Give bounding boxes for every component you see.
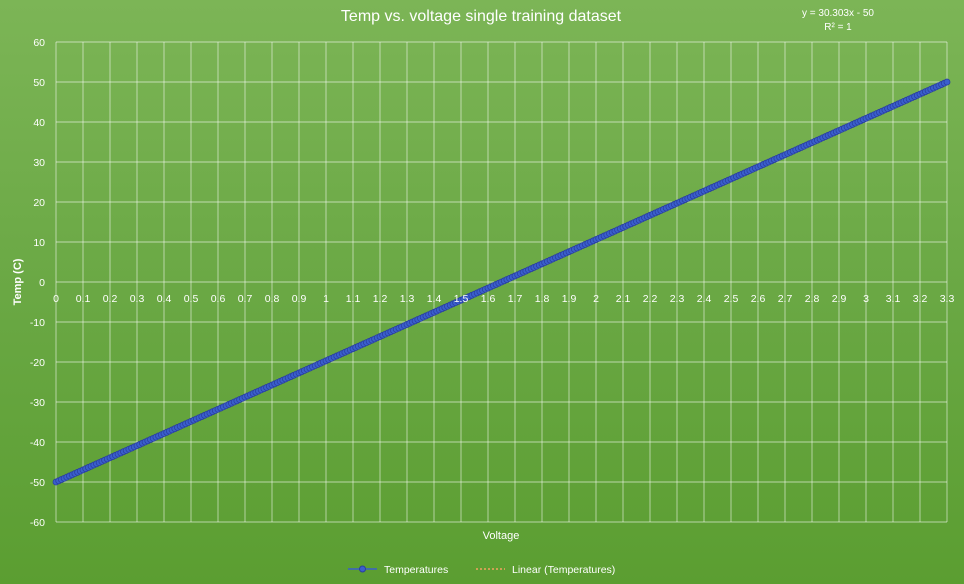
x-tick-label-26: 2.6	[751, 293, 766, 305]
legend-temperatures-marker	[359, 565, 366, 573]
x-tick-label-13: 1.3	[400, 293, 415, 305]
x-tick-label-16: 1.6	[481, 293, 496, 305]
x-tick-label-9: 0.9	[292, 293, 307, 305]
x-tick-label-7: 0.7	[238, 293, 253, 305]
x-tick-label-20: 2	[593, 293, 599, 305]
x-tick-label-27: 2.7	[778, 293, 793, 305]
x-axis-label: Voltage	[483, 530, 520, 542]
x-tick-label-24: 2.4	[697, 293, 712, 305]
legend-temperatures-label: Temperatures	[384, 564, 448, 576]
x-tick-label-3: 0.3	[130, 293, 145, 305]
legend: Temperatures Linear (Temperatures)	[348, 564, 615, 576]
x-tick-label-14: 1.4	[427, 293, 442, 305]
legend-linear-label: Linear (Temperatures)	[512, 564, 615, 576]
x-tick-label-23: 2.3	[670, 293, 685, 305]
y-tick-label-0: 60	[33, 37, 45, 49]
chart-title: Temp vs. voltage single training dataset	[341, 8, 622, 25]
data-point-330	[943, 78, 951, 86]
y-tick-label-2: 40	[33, 117, 45, 129]
y-tick-label-12: -60	[30, 517, 45, 529]
x-tick-label-21: 2.1	[616, 293, 631, 305]
x-tick-label-0: 0	[53, 293, 59, 305]
x-tick-label-32: 3.2	[913, 293, 928, 305]
x-tick-label-10: 1	[323, 293, 329, 305]
x-tick-label-28: 2.8	[805, 293, 820, 305]
x-tick-label-2: 0.2	[103, 293, 118, 305]
x-tick-label-11: 1.1	[346, 293, 361, 305]
x-tick-label-25: 2.5	[724, 293, 739, 305]
x-tick-label-5: 0.5	[184, 293, 199, 305]
y-tick-labels: 60 50 40 30 20 10 0 -10 -20 -30 -40 -50 -60	[30, 37, 45, 529]
x-tick-label-29: 2.9	[832, 293, 847, 305]
x-tick-label-22: 2.2	[643, 293, 658, 305]
y-tick-label-4: 20	[33, 197, 45, 209]
y-tick-label-1: 50	[33, 77, 45, 89]
x-tick-label-30: 3	[863, 293, 869, 305]
series-group	[52, 78, 951, 486]
trendline-r-squared: R² = 1	[824, 22, 852, 33]
x-tick-label-17: 1.7	[508, 293, 523, 305]
y-tick-label-6: 0	[39, 277, 45, 289]
x-tick-label-33: 3.3	[940, 293, 955, 305]
x-tick-labels: 0 0.1 0.2 0.3 0.4 0.5 0.6 0.7 0.8 0.9 1 1.1 1.2 1.3 1.…	[53, 293, 954, 305]
x-tick-label-12: 1.2	[373, 293, 388, 305]
x-tick-label-1: 0.1	[76, 293, 91, 305]
x-tick-label-18: 1.8	[535, 293, 550, 305]
x-tick-label-19: 1.9	[562, 293, 577, 305]
y-tick-label-8: -20	[30, 357, 45, 369]
y-axis-label: Temp (C)	[12, 258, 24, 305]
y-tick-label-10: -40	[30, 437, 45, 449]
y-tick-label-7: -10	[30, 317, 45, 329]
y-tick-label-5: 10	[33, 237, 45, 249]
y-tick-label-3: 30	[33, 157, 45, 169]
x-tick-label-4: 0.4	[157, 293, 172, 305]
trendline-equation: y = 30.303x - 50	[802, 8, 874, 19]
x-tick-label-8: 0.8	[265, 293, 280, 305]
x-tick-label-31: 3.1	[886, 293, 901, 305]
y-tick-label-9: -30	[30, 397, 45, 409]
y-tick-label-11: -50	[30, 477, 45, 489]
grid	[55, 41, 948, 523]
x-tick-label-15: 1.5	[454, 293, 469, 305]
x-tick-label-6: 0.6	[211, 293, 226, 305]
